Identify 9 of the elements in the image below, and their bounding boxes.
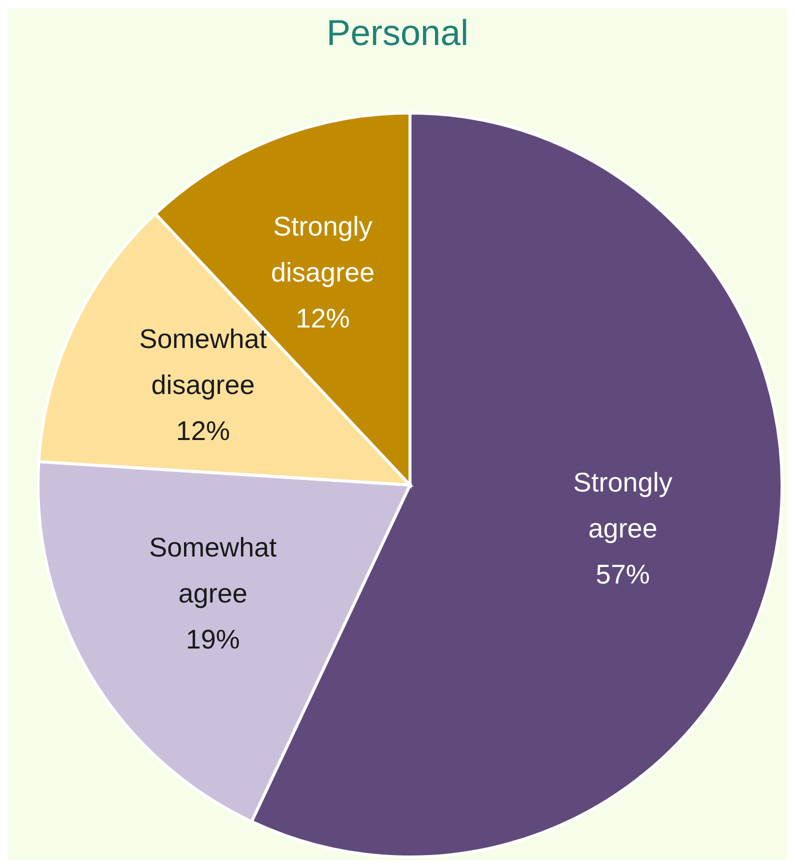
slice-label: Somewhat agree (149, 532, 278, 609)
data-label: 57% (596, 560, 650, 590)
slice-label: Somewhat disagree (139, 324, 268, 400)
slice-label: Strongly agree (573, 468, 673, 544)
data-label: 19% (186, 624, 240, 655)
data-label: 12% (176, 416, 230, 446)
chart-title: Personal (325, 12, 470, 54)
slice-label: Strongly disagree (271, 211, 375, 288)
data-label: 12% (296, 303, 350, 334)
